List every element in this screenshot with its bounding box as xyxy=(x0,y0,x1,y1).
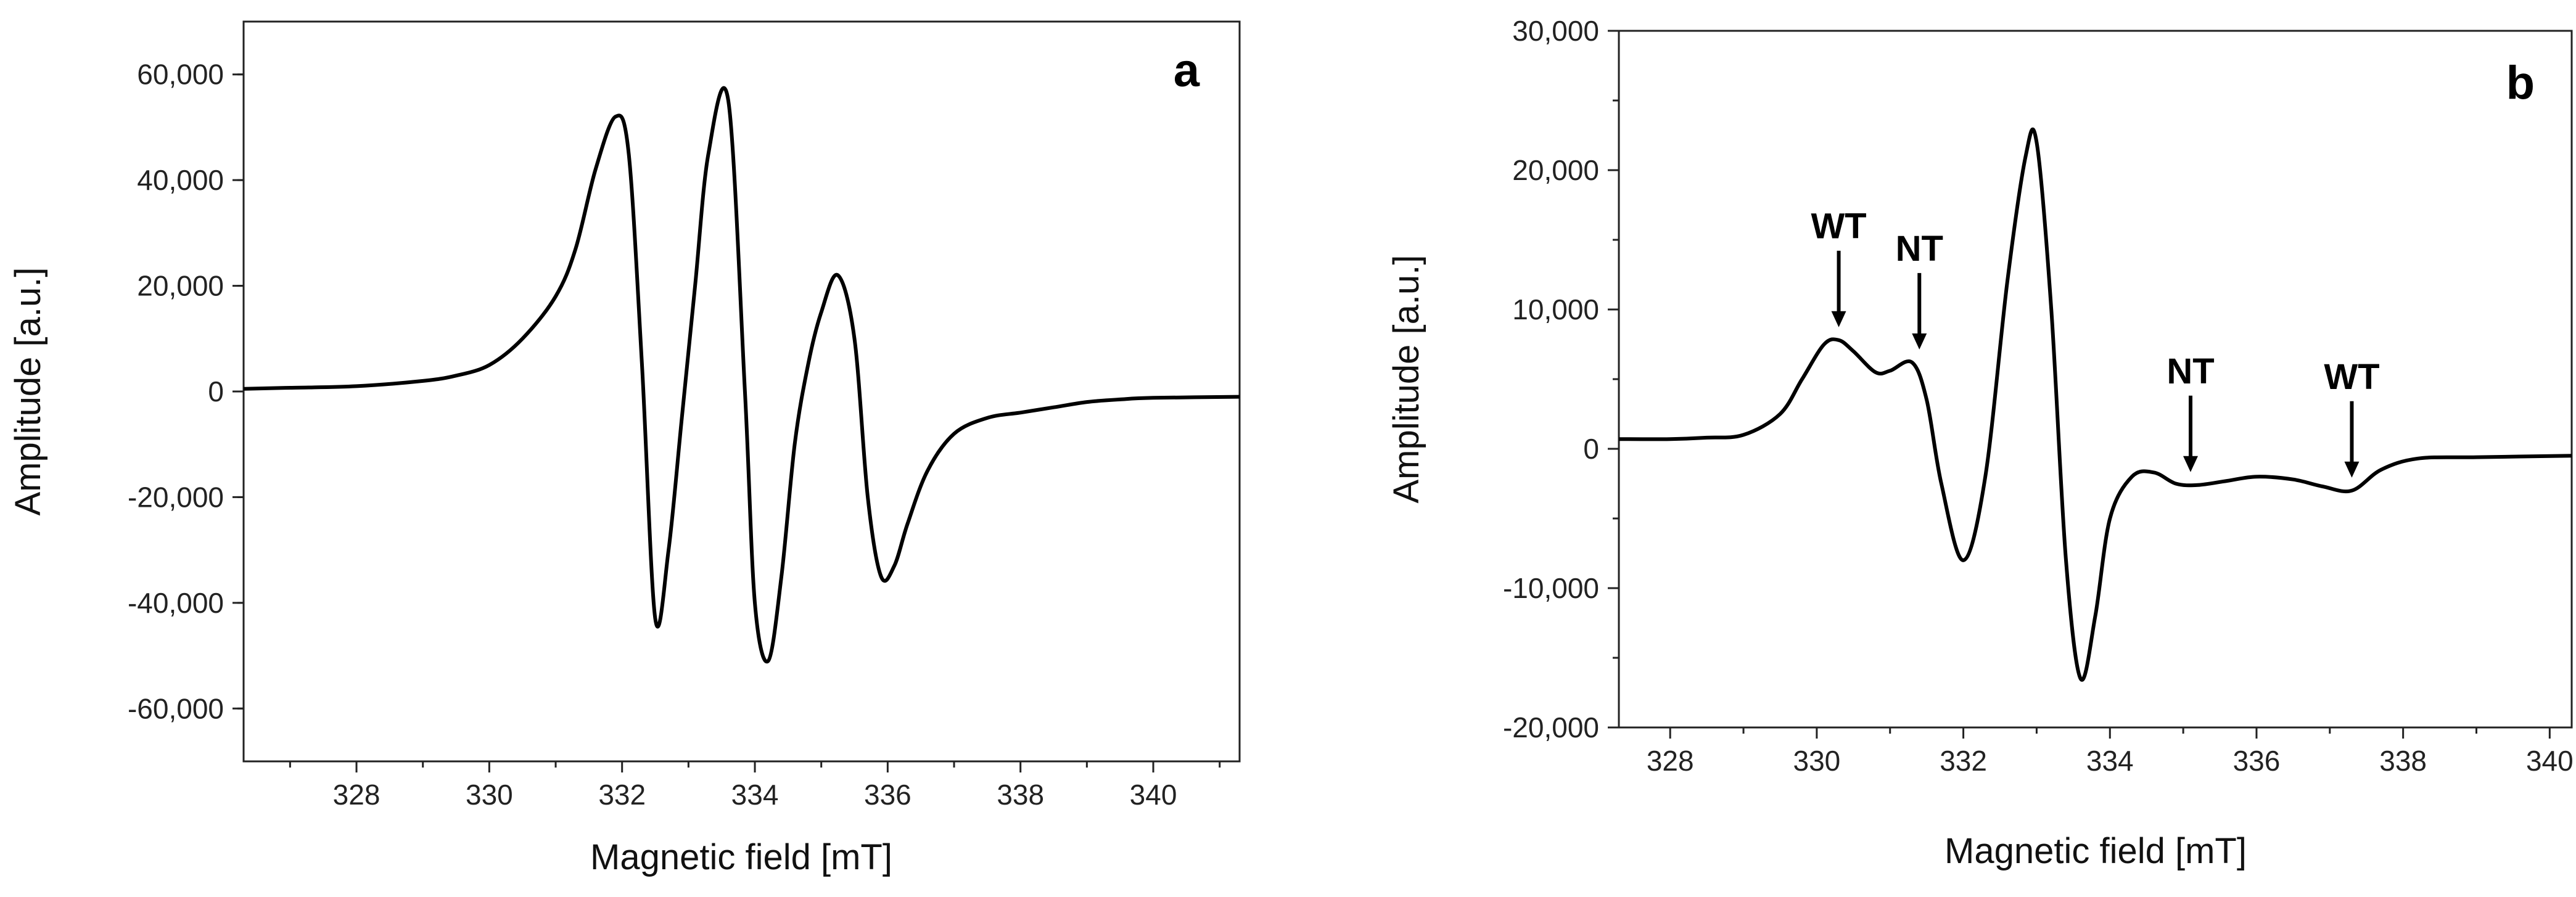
x-tick-label: 340 xyxy=(2526,745,2574,777)
axes-a: 328 330 332 334 336 338 340 -60,000 -40,000 -20,0… xyxy=(128,59,1221,811)
chart-panel-b: 328 330 332 334 336 338 340 -20,000 -10,000 0 10,0… xyxy=(1386,15,2574,871)
annotation-arrow-head xyxy=(2183,456,2198,472)
y-tick-label: -20,000 xyxy=(128,481,224,513)
annotation-arrow-head xyxy=(1831,311,1846,327)
x-tick-label: 340 xyxy=(1130,779,1177,811)
y-tick-label: -20,000 xyxy=(1503,711,1599,743)
y-tick-label: 40,000 xyxy=(137,164,224,196)
x-tick-label: 336 xyxy=(2233,745,2281,777)
y-tick-label: -40,000 xyxy=(128,587,224,619)
x-axis-label-a: Magnetic field [mT] xyxy=(590,837,892,877)
y-axis-label-a: Amplitude [a.u.] xyxy=(8,268,48,516)
panel-label-b: b xyxy=(2506,57,2535,109)
y-tick-label: 0 xyxy=(1583,433,1599,465)
y-axis-label-b: Amplitude [a.u.] xyxy=(1386,255,1426,504)
series-line-b xyxy=(1618,127,2572,682)
x-tick-label: 336 xyxy=(864,779,911,811)
x-tick-label: 328 xyxy=(1647,745,1694,777)
x-axis-label-b: Magnetic field [mT] xyxy=(1944,831,2247,871)
y-tick-label: 60,000 xyxy=(137,59,224,91)
annotations-b: WT NT NT WT xyxy=(1811,207,2380,478)
y-tick-label: 20,000 xyxy=(137,270,224,302)
plot-frame-a xyxy=(242,20,1241,763)
panel-label-a: a xyxy=(1174,44,1200,97)
annotation-label: NT xyxy=(2167,351,2214,391)
annotation-label: WT xyxy=(1811,207,1866,247)
x-tick-label: 334 xyxy=(2086,745,2134,777)
y-tick-label: 30,000 xyxy=(1512,15,1599,47)
y-tick-label: 0 xyxy=(208,375,224,408)
annotation-label: NT xyxy=(1896,229,1943,269)
x-tick-label: 330 xyxy=(466,779,513,811)
y-tick-label: -10,000 xyxy=(1503,572,1599,604)
y-tick-label: 20,000 xyxy=(1512,154,1599,186)
x-tick-label: 338 xyxy=(2379,745,2427,777)
annotation-arrow-head xyxy=(1912,333,1927,350)
y-tick-label: -60,000 xyxy=(128,692,224,724)
x-tick-label: 338 xyxy=(997,779,1044,811)
y-tick-label: 10,000 xyxy=(1512,293,1599,326)
x-tick-label: 328 xyxy=(333,779,381,811)
chart-panel-a: 328 330 332 334 336 338 340 -60,000 -40,000 -20,0… xyxy=(8,20,1241,877)
annotation-label: WT xyxy=(2324,357,2379,397)
annotation-arrow-head xyxy=(2344,461,2360,478)
axes-b: 328 330 332 334 336 338 340 -20,000 -10,000 0 10,0… xyxy=(1503,15,2574,777)
x-tick-label: 332 xyxy=(1940,745,1987,777)
series-line-a xyxy=(243,86,1240,664)
x-tick-label: 334 xyxy=(731,779,779,811)
x-tick-label: 332 xyxy=(598,779,646,811)
x-tick-label: 330 xyxy=(1793,745,1841,777)
